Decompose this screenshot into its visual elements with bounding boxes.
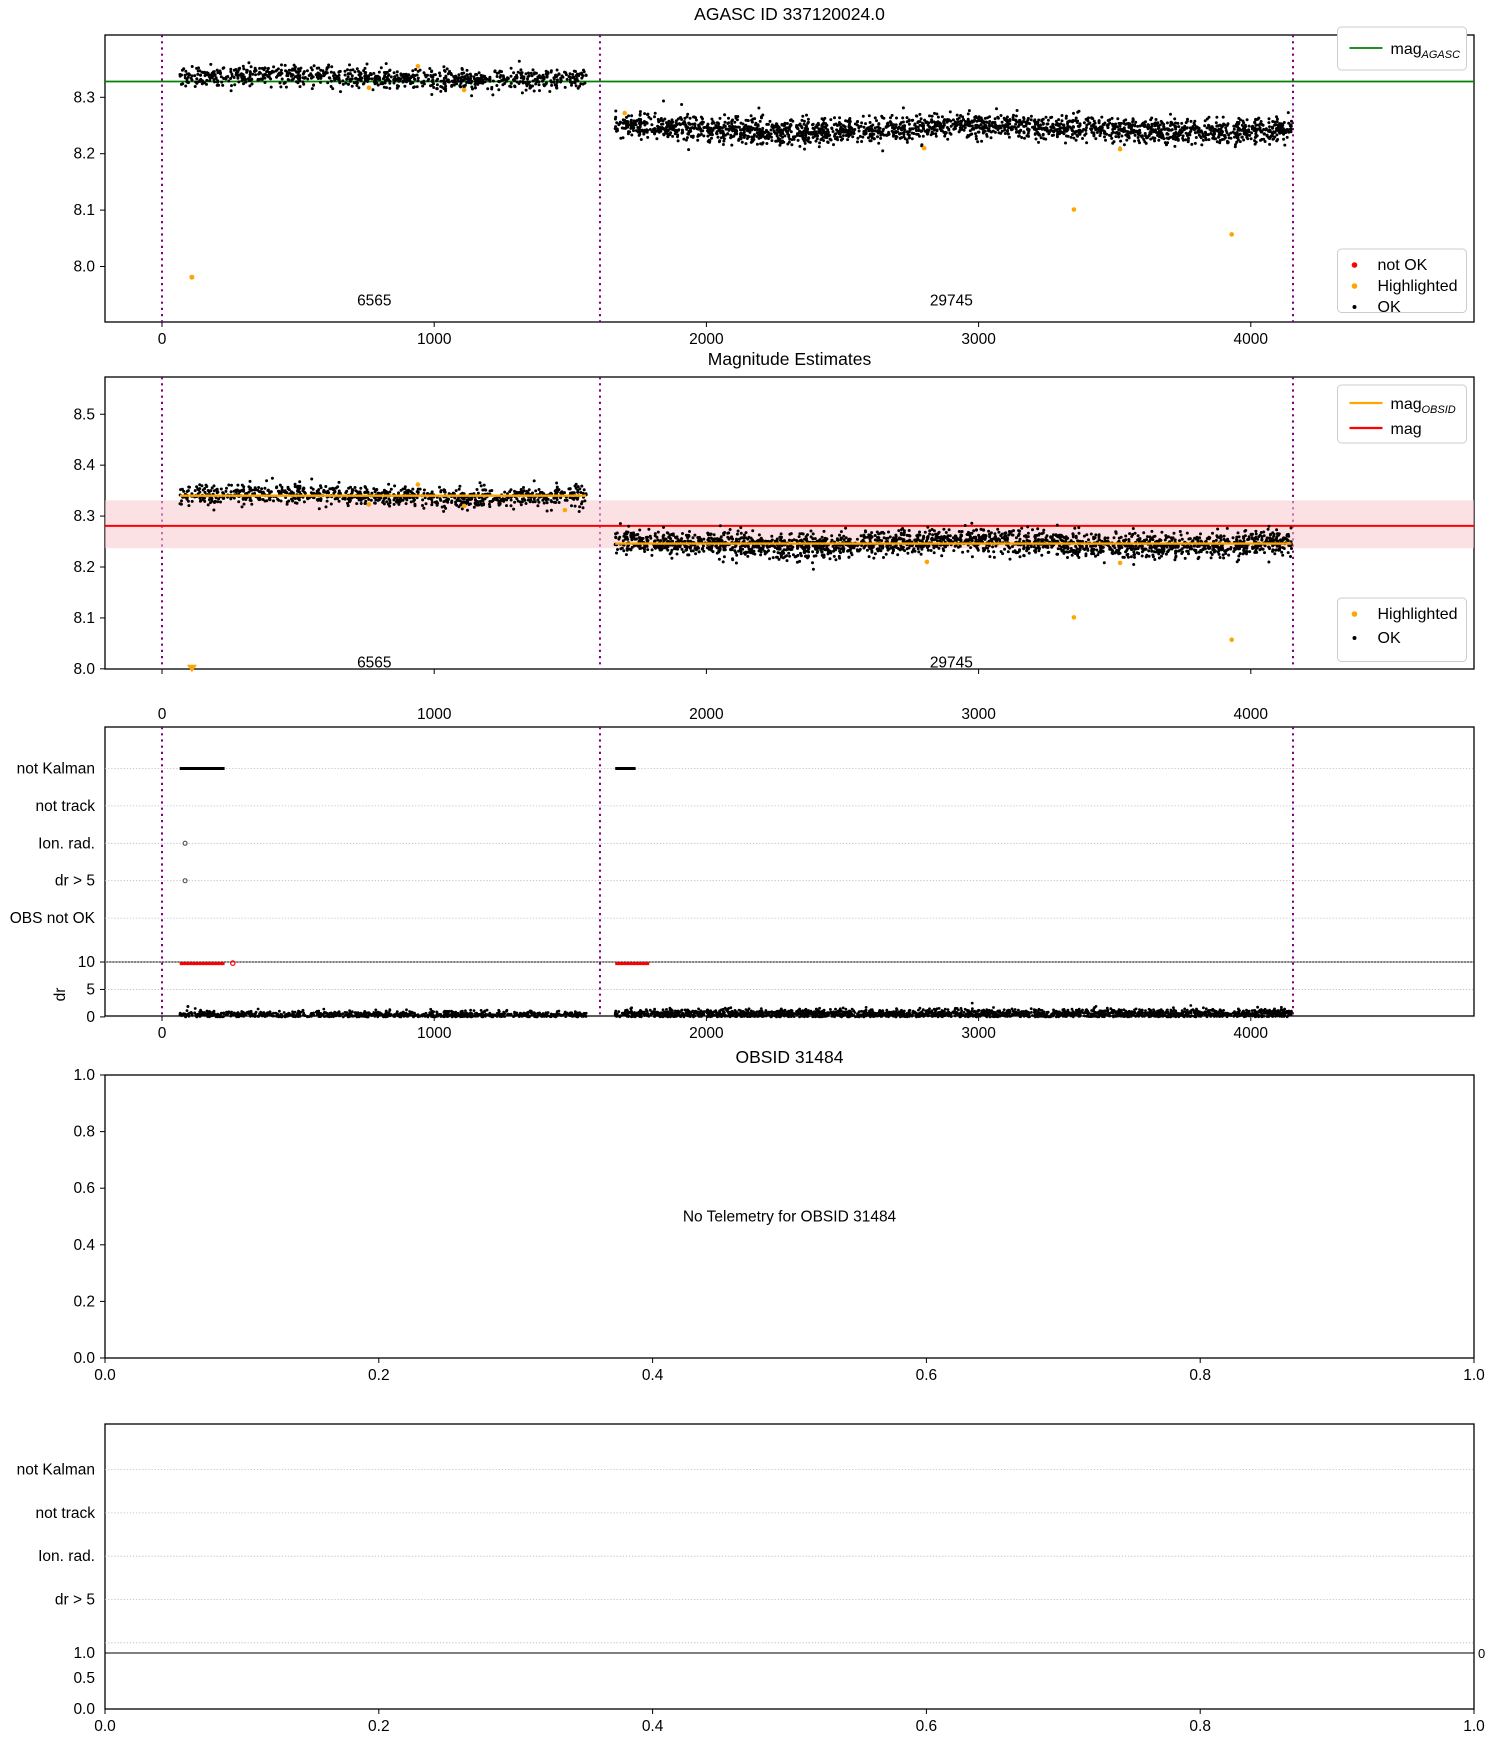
svg-text:2000: 2000 bbox=[689, 331, 724, 348]
svg-text:6565: 6565 bbox=[357, 292, 391, 309]
svg-text:8.0: 8.0 bbox=[73, 259, 95, 276]
svg-text:8.2: 8.2 bbox=[73, 146, 95, 163]
svg-text:8.1: 8.1 bbox=[73, 202, 95, 219]
svg-text:4000: 4000 bbox=[1234, 331, 1269, 348]
svg-text:8.0: 8.0 bbox=[73, 661, 95, 678]
svg-text:8.5: 8.5 bbox=[73, 406, 95, 423]
svg-text:3000: 3000 bbox=[961, 331, 996, 348]
svg-text:29745: 29745 bbox=[930, 292, 973, 309]
svg-text:AGASC ID 337120024.0: AGASC ID 337120024.0 bbox=[694, 4, 885, 24]
svg-text:8.3: 8.3 bbox=[73, 89, 95, 106]
svg-text:mag: mag bbox=[1391, 41, 1422, 58]
svg-text:OK: OK bbox=[1378, 299, 1401, 316]
svg-text:8.4: 8.4 bbox=[73, 457, 95, 474]
svg-text:8.3: 8.3 bbox=[73, 508, 95, 525]
svg-text:not OK: not OK bbox=[1378, 257, 1428, 274]
svg-text:0: 0 bbox=[158, 331, 167, 348]
svg-text:1000: 1000 bbox=[417, 331, 452, 348]
svg-text:AGASC: AGASC bbox=[1421, 49, 1461, 61]
svg-text:Highlighted: Highlighted bbox=[1378, 278, 1458, 295]
svg-text:8.1: 8.1 bbox=[73, 610, 95, 627]
svg-text:8.2: 8.2 bbox=[73, 559, 95, 576]
